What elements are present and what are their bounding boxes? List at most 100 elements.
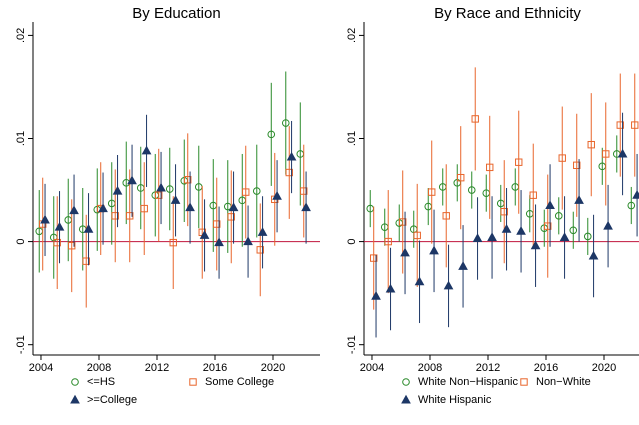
point-marker: [631, 121, 639, 129]
point-marker: [213, 220, 221, 228]
point-marker: [68, 242, 76, 250]
point-marker: [127, 175, 137, 185]
point-marker: [286, 151, 297, 161]
point-marker: [569, 226, 578, 235]
point-marker: [544, 222, 552, 230]
point-marker: [385, 283, 396, 293]
y-tick-label: 0: [15, 239, 27, 245]
point-marker: [156, 182, 166, 192]
x-tick-label: 2004: [29, 362, 53, 374]
point-marker: [184, 176, 192, 184]
point-marker: [228, 202, 239, 212]
point-marker: [627, 201, 636, 210]
point-marker: [443, 280, 454, 290]
point-marker: [442, 212, 450, 220]
point-marker: [487, 232, 497, 241]
point-marker: [111, 212, 119, 220]
point-marker: [252, 187, 261, 195]
point-marker: [529, 191, 537, 199]
x-tick-label: 2012: [476, 362, 500, 374]
point-marker: [486, 163, 494, 172]
point-marker: [199, 230, 210, 239]
legend-marker: [189, 378, 197, 386]
point-marker: [515, 158, 523, 166]
legend-label: White Hispanic: [418, 394, 492, 406]
point-marker: [256, 246, 264, 254]
point-marker: [40, 214, 50, 224]
legend-label: Non−White: [536, 376, 591, 388]
point-marker: [140, 204, 148, 213]
x-tick-label: 2012: [145, 362, 169, 374]
x-tick-label: 2020: [592, 362, 616, 374]
point-marker: [242, 188, 250, 196]
point-marker: [69, 205, 79, 215]
point-marker: [301, 202, 311, 212]
chart-title: By Race and Ethnicity: [434, 5, 581, 22]
y-tick-label: .02: [346, 28, 358, 43]
point-marker: [267, 130, 276, 139]
point-marker: [573, 161, 581, 170]
point-marker: [214, 237, 224, 247]
point-marker: [457, 173, 465, 182]
y-tick-label: .01: [346, 131, 358, 146]
legend-marker: [401, 394, 411, 404]
point-marker: [583, 232, 592, 241]
point-marker: [227, 213, 235, 221]
point-marker: [467, 186, 476, 194]
point-marker: [500, 207, 508, 216]
x-tick-label: 2020: [261, 362, 285, 374]
point-marker: [559, 232, 570, 241]
point-marker: [428, 188, 436, 196]
point-marker: [545, 200, 555, 210]
point-marker: [126, 212, 134, 220]
point-marker: [53, 238, 61, 247]
point-marker: [98, 203, 108, 213]
point-marker: [501, 223, 512, 233]
point-marker: [165, 185, 174, 193]
x-tick-label: 2008: [418, 362, 442, 374]
point-marker: [384, 237, 392, 246]
point-marker: [370, 254, 378, 262]
x-tick-label: 2016: [534, 362, 558, 374]
point-marker: [243, 236, 253, 246]
point-marker: [516, 226, 526, 235]
chart-title: By Education: [132, 5, 220, 22]
point-marker: [272, 191, 282, 200]
y-tick-label: -.01: [346, 335, 358, 354]
point-marker: [617, 148, 628, 158]
legend-label: <=HS: [87, 376, 115, 388]
point-marker: [603, 220, 613, 230]
point-marker: [155, 191, 163, 199]
point-marker: [83, 223, 94, 233]
point-marker: [530, 240, 541, 250]
point-marker: [471, 115, 479, 123]
point-marker: [399, 218, 407, 226]
point-marker: [632, 189, 639, 199]
point-marker: [141, 145, 152, 155]
legend-marker: [520, 378, 528, 386]
y-tick-label: .01: [15, 131, 27, 146]
point-marker: [300, 187, 308, 195]
point-marker: [54, 221, 65, 231]
point-marker: [82, 257, 90, 265]
point-marker: [558, 154, 566, 162]
legend-label: >=College: [87, 394, 137, 406]
point-marker: [588, 250, 599, 260]
point-marker: [574, 195, 584, 204]
legend-marker: [71, 378, 79, 386]
legend-label: Some College: [205, 376, 274, 388]
point-marker: [413, 231, 421, 240]
y-tick-label: .02: [15, 28, 27, 43]
point-marker: [414, 276, 425, 286]
x-tick-label: 2004: [360, 362, 384, 374]
y-tick-label: 0: [346, 239, 358, 245]
legend-marker: [402, 378, 410, 386]
point-marker: [429, 245, 439, 255]
point-marker: [281, 119, 290, 127]
legend-label: White Non−Hispanic: [418, 376, 518, 388]
legend-marker: [70, 394, 80, 404]
point-marker: [587, 140, 595, 149]
point-marker: [554, 212, 563, 220]
